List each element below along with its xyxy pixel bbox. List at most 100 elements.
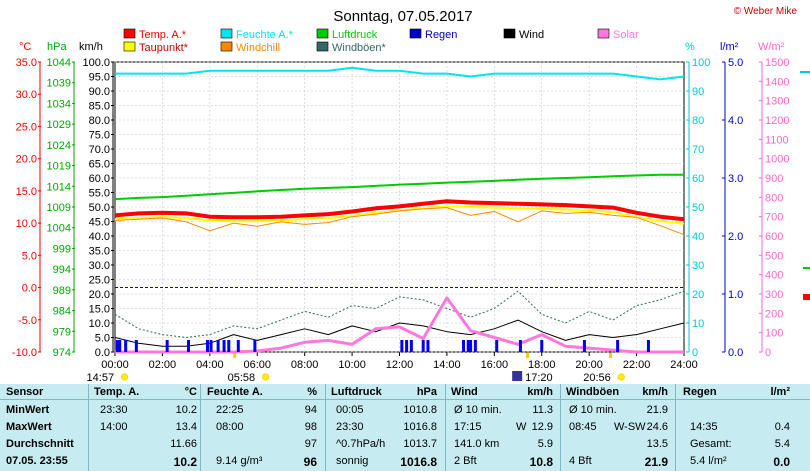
series-gust xyxy=(114,290,685,338)
kmh-tick-label: 30.0 xyxy=(89,260,110,272)
solar-tick-label: 1100 xyxy=(765,134,789,146)
rain-bar xyxy=(582,340,586,352)
hum-tick-label: 50 xyxy=(692,202,704,214)
legend-label: Luftdruck xyxy=(332,29,378,41)
solar-tick-label: 100 xyxy=(765,328,783,340)
temp-tick-label: 5.0 xyxy=(22,250,37,262)
kmh-tick-label: 15.0 xyxy=(89,304,110,316)
rain-bar xyxy=(540,340,544,352)
hum-tick-label: 10 xyxy=(692,318,704,330)
temp-tick-label: 35.0 xyxy=(16,57,37,69)
gust-time: 4 Bft xyxy=(569,455,592,467)
sun-icon xyxy=(617,373,625,381)
kmh-tick-label: 5.0 xyxy=(95,333,110,345)
gust-value: 21.9 xyxy=(644,455,668,469)
hpa-tick-label: 1019 xyxy=(47,161,71,173)
row-label: MinWert xyxy=(6,404,50,416)
kmh-tick-label: 0.0 xyxy=(95,347,110,359)
kmh-axis-label: km/h xyxy=(79,41,103,53)
table-divider xyxy=(325,384,326,471)
rain-bar xyxy=(216,340,220,352)
hum-tick-label: 30 xyxy=(692,260,704,272)
hpa-time: 23:30 xyxy=(336,421,364,433)
gust-direction: W-SW xyxy=(614,421,646,433)
x-tick-label: 00:00 xyxy=(101,359,129,371)
x-tick-label: 22:00 xyxy=(623,359,651,371)
rain-bar xyxy=(518,340,522,352)
solar-tick-label: 200 xyxy=(765,308,783,320)
temp-value: 10.2 xyxy=(173,455,197,469)
rain-tick-label: 2.0 xyxy=(728,231,743,243)
hum-value: 97 xyxy=(304,438,317,450)
rain-bar xyxy=(426,340,430,352)
solar-tick-label: 1400 xyxy=(765,76,789,88)
temp-tick-label: 10.0 xyxy=(16,218,37,230)
legend-swatch xyxy=(220,28,233,39)
kmh-tick-label: 70.0 xyxy=(89,144,110,156)
solar-axis-label: W/m² xyxy=(758,41,785,53)
time-marker-label: 20:56 xyxy=(583,372,611,384)
row-label: MaxWert xyxy=(6,421,52,433)
header-wind: Wind xyxy=(451,386,478,398)
legend-label: Temp. A.* xyxy=(139,29,187,41)
hpa-tick-label: 994 xyxy=(53,264,71,276)
legend-swatch xyxy=(597,28,610,39)
temp-time: 14:00 xyxy=(100,421,128,433)
rain-bar xyxy=(205,340,209,352)
rain-bar xyxy=(646,340,650,352)
wind-time: 2 Bft xyxy=(454,455,477,467)
wind-value: 11.3 xyxy=(532,404,553,416)
rain-bar xyxy=(253,340,257,352)
temp-value: 13.4 xyxy=(175,421,197,433)
time-marker-label: 05:58 xyxy=(228,372,256,384)
table-divider xyxy=(445,384,446,471)
hum-axis-label: % xyxy=(685,41,695,53)
rain-bar xyxy=(405,340,409,352)
hpa-tick-label: 1014 xyxy=(47,181,71,193)
legend-swatch xyxy=(503,28,516,39)
hpa-tick-label: 1034 xyxy=(47,98,71,110)
x-tick-label: 24:00 xyxy=(670,359,698,371)
hum-value: 94 xyxy=(304,404,317,416)
kmh-tick-label: 25.0 xyxy=(89,275,110,287)
temp-tick-label: -10.0 xyxy=(12,347,37,359)
rain-time: Gesamt: xyxy=(690,438,732,450)
rain-bar xyxy=(469,340,473,352)
rain-bar xyxy=(222,340,226,352)
rain-bar xyxy=(165,340,169,352)
hpa-time: ^0.7hPa/h xyxy=(336,438,386,450)
temp-time: 23:30 xyxy=(100,404,128,416)
rain-bar xyxy=(409,340,413,352)
x-tick-label: 16:00 xyxy=(481,359,509,371)
legend: Temp. A.* Feuchte A.* Luftdruck Regen Wind So… xyxy=(123,28,639,54)
kmh-tick-label: 95.0 xyxy=(89,72,110,84)
solar-tick-label: 800 xyxy=(765,192,783,204)
header-wind-unit: km/h xyxy=(527,386,553,398)
solar-tick-label: 300 xyxy=(765,289,783,301)
wind-time: Ø 10 min. xyxy=(454,404,502,416)
legend-swatch xyxy=(123,28,136,39)
header-rain-unit: l/m² xyxy=(770,386,790,398)
hpa-value: 1016.8 xyxy=(400,455,437,469)
kmh-tick-label: 100.0 xyxy=(82,57,110,69)
wind-time: 141.0 km xyxy=(454,438,500,450)
legend-swatch xyxy=(409,28,422,39)
rain-value: 0.4 xyxy=(774,421,790,433)
temp-tick-label: -5.0 xyxy=(18,315,37,327)
solar-tick-label: 1500 xyxy=(765,57,789,69)
wind-value: 5.9 xyxy=(537,438,553,450)
header-hpa-unit: hPa xyxy=(416,386,437,398)
hum-time: 08:00 xyxy=(216,421,244,433)
solar-tick-label: 0 xyxy=(765,347,771,359)
header-hum-unit: % xyxy=(307,386,317,398)
weather-chart: Sonntag, 07.05.2017 © Weber Mike Temp. A… xyxy=(12,6,810,384)
hum-value: 96 xyxy=(303,455,317,469)
series-hum xyxy=(115,66,685,81)
gust-time: Ø 10 min. xyxy=(569,404,617,416)
legend-label: Solar xyxy=(613,29,639,41)
plot-area xyxy=(114,61,685,354)
wind-time: 17:15 xyxy=(454,421,482,433)
rain-bar xyxy=(462,340,466,352)
temp-tick-label: 0.0 xyxy=(22,283,37,295)
rain-bar xyxy=(466,340,470,352)
